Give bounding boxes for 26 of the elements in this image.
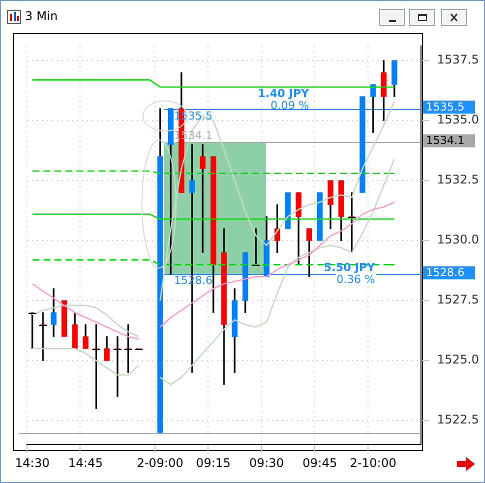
- y-tick-label: 1537.5: [437, 52, 479, 67]
- x-tick-label: 09:15: [196, 456, 231, 470]
- ref-line-label: 1535.5: [426, 100, 464, 114]
- candlestick: [285, 192, 291, 229]
- y-tick-label: 1527.5: [437, 292, 479, 307]
- candlestick: [317, 192, 323, 241]
- ref-line-label: 1534.1: [426, 134, 464, 148]
- candlestick: [61, 300, 68, 337]
- chart-title: 3 Min: [25, 9, 58, 23]
- x-tick-label: 14:30: [15, 456, 50, 470]
- y-tick-label: 1530.0: [437, 232, 479, 247]
- y-tick-label: 1535.0: [437, 112, 479, 127]
- ref-line-label: 1528.6: [426, 266, 464, 280]
- x-tick-label: 09:30: [249, 456, 284, 470]
- y-tick-label: 1522.5: [437, 412, 479, 427]
- annotation: 5.50 JPY: [324, 260, 376, 274]
- x-tick-label: 14:45: [68, 456, 103, 470]
- annotation: 0.09 %: [270, 98, 309, 112]
- annotation: 0.36 %: [336, 272, 375, 286]
- x-tick-label: 09:45: [302, 456, 338, 470]
- y-tick-label: 1525.0: [437, 352, 479, 367]
- candlestick: [360, 96, 366, 193]
- x-tick-label: 2-09:00: [136, 456, 184, 470]
- y-tick-label: 1532.5: [437, 172, 479, 187]
- annotation: 1.40 JPY: [258, 86, 310, 100]
- x-tick-label: 2-10:00: [350, 456, 396, 470]
